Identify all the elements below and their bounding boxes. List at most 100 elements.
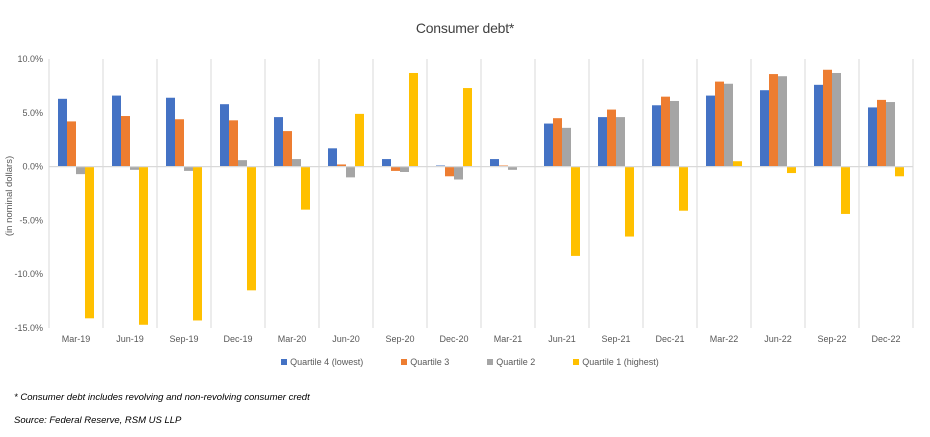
bar bbox=[247, 166, 256, 291]
legend-swatch bbox=[487, 359, 494, 365]
bar bbox=[787, 166, 796, 174]
bar bbox=[715, 81, 724, 167]
bar bbox=[571, 166, 580, 256]
bar bbox=[679, 166, 688, 211]
bar bbox=[508, 166, 517, 170]
bar bbox=[724, 83, 733, 167]
x-tick-label: Jun-21 bbox=[548, 334, 576, 344]
x-tick-label: Sep-21 bbox=[601, 334, 630, 344]
x-tick-label: Jun-20 bbox=[332, 334, 360, 344]
axes: 10.0% 5.0% 0.0% -5.0% -10.0% -15.0% Mar-19 Jun-… bbox=[14, 54, 913, 344]
bar bbox=[490, 159, 499, 167]
bar bbox=[67, 121, 76, 167]
bar bbox=[337, 164, 346, 167]
bar bbox=[391, 166, 400, 171]
legend-swatch bbox=[401, 359, 408, 365]
bar bbox=[283, 131, 292, 167]
x-tick-label: Dec-22 bbox=[871, 334, 900, 344]
bar bbox=[769, 74, 778, 167]
chart-title: Consumer debt* bbox=[415, 20, 515, 36]
legend-item: Quartile 3 bbox=[401, 357, 449, 367]
bar bbox=[652, 105, 661, 167]
x-tick-label: Jun-19 bbox=[116, 334, 144, 344]
legend-label: Quartile 1 (highest) bbox=[582, 357, 659, 367]
gridlines bbox=[48, 59, 914, 328]
bar bbox=[139, 166, 148, 325]
legend-label: Quartile 2 bbox=[496, 357, 536, 367]
bar bbox=[409, 72, 418, 167]
bar bbox=[625, 166, 634, 237]
bar bbox=[778, 76, 787, 167]
bar bbox=[868, 107, 877, 167]
y-tick-label: 10.0% bbox=[17, 54, 43, 64]
bar bbox=[454, 166, 463, 180]
bar bbox=[616, 117, 625, 167]
x-tick-label: Jun-22 bbox=[764, 334, 792, 344]
bar bbox=[355, 113, 364, 167]
bar bbox=[544, 123, 553, 167]
y-tick-label: 0.0% bbox=[22, 162, 43, 172]
legend-item: Quartile 1 (highest) bbox=[573, 357, 659, 367]
bar bbox=[562, 127, 571, 167]
bar bbox=[328, 148, 337, 167]
legend-label: Quartile 3 bbox=[410, 357, 450, 367]
bar bbox=[85, 166, 94, 319]
bar bbox=[670, 100, 679, 167]
legend-item: Quartile 2 bbox=[487, 357, 535, 367]
bar bbox=[58, 98, 67, 167]
x-tick-label: Mar-20 bbox=[278, 334, 307, 344]
bar bbox=[814, 84, 823, 167]
bar bbox=[184, 166, 193, 171]
y-tick-label: -15.0% bbox=[14, 323, 43, 333]
source-note: Source: Federal Reserve, RSM US LLP bbox=[14, 415, 182, 426]
x-tick-label: Sep-22 bbox=[817, 334, 846, 344]
legend-swatch bbox=[281, 359, 288, 365]
bars bbox=[58, 69, 904, 325]
bar bbox=[121, 116, 130, 167]
bar bbox=[832, 72, 841, 167]
legend-swatch bbox=[573, 359, 580, 365]
y-tick-label: 5.0% bbox=[22, 108, 43, 118]
legend: Quartile 4 (lowest) Quartile 3 Quartile 2 Q… bbox=[0, 357, 930, 367]
legend-item: Quartile 4 (lowest) bbox=[281, 357, 363, 367]
bar bbox=[175, 119, 184, 167]
bar bbox=[112, 95, 121, 167]
bar bbox=[706, 95, 715, 167]
bar bbox=[274, 117, 283, 167]
x-tick-label: Mar-21 bbox=[494, 334, 523, 344]
bar bbox=[238, 160, 247, 167]
x-tick-label: Mar-22 bbox=[710, 334, 739, 344]
x-tick-label: Dec-19 bbox=[223, 334, 252, 344]
bar bbox=[301, 166, 310, 210]
bar bbox=[220, 104, 229, 167]
bar bbox=[463, 88, 472, 167]
bar bbox=[760, 90, 769, 167]
y-axis-label: (in nominal dollars) bbox=[4, 156, 15, 236]
bar bbox=[229, 120, 238, 167]
bar bbox=[895, 166, 904, 177]
bar bbox=[346, 166, 355, 178]
x-tick-label: Sep-20 bbox=[385, 334, 414, 344]
bar bbox=[400, 166, 409, 172]
bar bbox=[823, 69, 832, 167]
legend-label: Quartile 4 (lowest) bbox=[290, 357, 364, 367]
bar bbox=[445, 166, 454, 177]
bar bbox=[382, 159, 391, 167]
bar bbox=[877, 99, 886, 167]
bar bbox=[607, 109, 616, 167]
bar bbox=[553, 118, 562, 167]
bar bbox=[733, 161, 742, 167]
bar bbox=[598, 117, 607, 167]
bar bbox=[886, 102, 895, 167]
footnote: * Consumer debt includes revolving and n… bbox=[14, 392, 310, 403]
bar bbox=[841, 166, 850, 214]
bar bbox=[76, 166, 85, 175]
bar bbox=[166, 97, 175, 167]
x-tick-label: Mar-19 bbox=[62, 334, 91, 344]
y-tick-label: -10.0% bbox=[14, 269, 43, 279]
x-tick-label: Dec-21 bbox=[655, 334, 684, 344]
x-tick-label: Sep-19 bbox=[169, 334, 198, 344]
bar bbox=[193, 166, 202, 321]
bar bbox=[292, 159, 301, 167]
